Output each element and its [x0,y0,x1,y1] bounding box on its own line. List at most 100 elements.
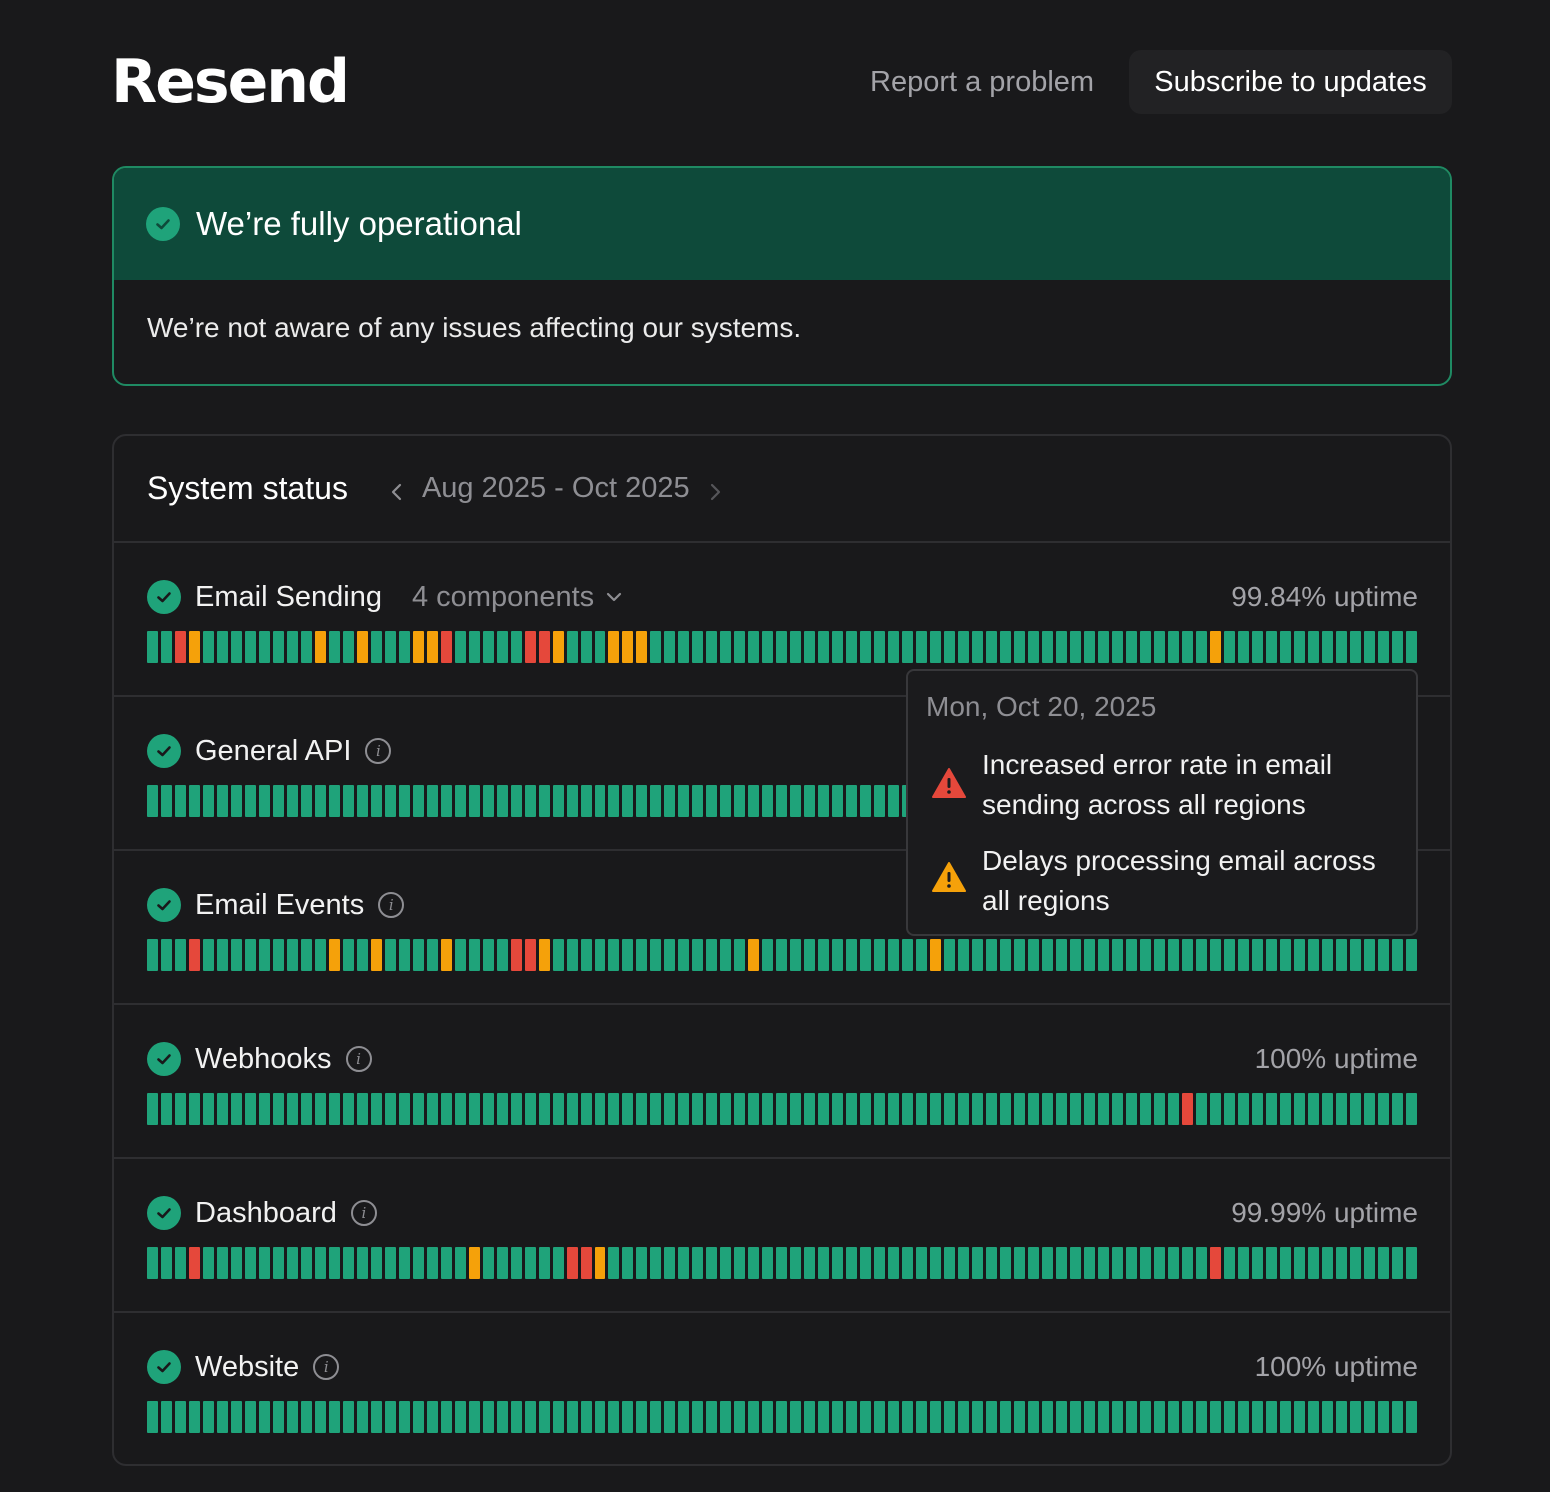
uptime-day-bar[interactable] [328,1247,340,1279]
uptime-day-bar[interactable] [384,1247,396,1279]
uptime-day-bar[interactable] [1055,1247,1067,1279]
uptime-day-bar[interactable] [426,1401,438,1433]
uptime-day-bar[interactable] [622,1093,634,1125]
uptime-day-bar[interactable] [902,631,914,663]
uptime-day-bar[interactable] [216,1401,228,1433]
uptime-day-bar[interactable] [314,939,326,971]
uptime-day-bar[interactable] [636,1093,648,1125]
uptime-day-bar[interactable] [832,631,844,663]
uptime-day-bar[interactable] [1321,939,1333,971]
uptime-day-bar[interactable] [1069,1093,1081,1125]
uptime-day-bar[interactable] [1223,631,1235,663]
uptime-day-bar[interactable] [804,785,816,817]
uptime-day-bar[interactable] [1000,1093,1012,1125]
uptime-day-bar[interactable] [538,939,550,971]
uptime-day-bar[interactable] [468,1247,480,1279]
uptime-day-bar[interactable] [147,785,158,817]
uptime-day-bar[interactable] [244,1093,256,1125]
uptime-day-bar[interactable] [147,1401,158,1433]
uptime-day-bar[interactable] [160,785,172,817]
uptime-day-bar[interactable] [1265,1093,1277,1125]
uptime-day-bar[interactable] [342,939,354,971]
uptime-day-bar[interactable] [720,1093,732,1125]
uptime-day-bar[interactable] [412,785,424,817]
uptime-day-bar[interactable] [608,1401,620,1433]
uptime-day-bar[interactable] [482,1247,494,1279]
uptime-day-bar[interactable] [258,1093,270,1125]
chevron-right-icon[interactable] [704,478,726,500]
uptime-day-bar[interactable] [1195,1401,1207,1433]
uptime-day-bar[interactable] [1223,1401,1235,1433]
uptime-day-bar[interactable] [300,785,312,817]
uptime-day-bar[interactable] [188,1401,200,1433]
uptime-day-bar[interactable] [986,1093,998,1125]
uptime-day-bar[interactable] [1321,1093,1333,1125]
uptime-day-bar[interactable] [230,939,242,971]
uptime-day-bar[interactable] [510,785,522,817]
uptime-day-bar[interactable] [972,939,984,971]
uptime-day-bar[interactable] [580,1247,592,1279]
uptime-day-bar[interactable] [538,785,550,817]
uptime-day-bar[interactable] [818,785,830,817]
uptime-day-bar[interactable] [706,1093,718,1125]
uptime-day-bar[interactable] [1181,1401,1193,1433]
uptime-day-bar[interactable] [706,1247,718,1279]
uptime-day-bar[interactable] [202,785,214,817]
uptime-day-bar[interactable] [482,785,494,817]
uptime-day-bar[interactable] [147,939,158,971]
uptime-day-bar[interactable] [1405,1401,1417,1433]
uptime-day-bar[interactable] [1321,1247,1333,1279]
uptime-day-bar[interactable] [720,1401,732,1433]
uptime-day-bar[interactable] [1237,631,1249,663]
uptime-day-bar[interactable] [762,631,774,663]
uptime-day-bar[interactable] [1083,1247,1095,1279]
uptime-day-bar[interactable] [328,939,340,971]
uptime-day-bar[interactable] [328,1401,340,1433]
uptime-day-bar[interactable] [524,939,536,971]
uptime-day-bar[interactable] [706,785,718,817]
uptime-day-bar[interactable] [930,1093,942,1125]
uptime-day-bar[interactable] [1042,1247,1053,1279]
uptime-day-bar[interactable] [398,939,410,971]
uptime-day-bar[interactable] [188,1247,200,1279]
uptime-day-bar[interactable] [692,1093,704,1125]
uptime-day-bar[interactable] [776,939,788,971]
uptime-day-bar[interactable] [734,631,746,663]
uptime-day-bar[interactable] [1014,631,1026,663]
uptime-day-bar[interactable] [426,1247,438,1279]
uptime-day-bar[interactable] [986,939,998,971]
uptime-day-bar[interactable] [496,1093,508,1125]
uptime-day-bar[interactable] [258,785,270,817]
uptime-day-bar[interactable] [286,1401,298,1433]
uptime-day-bar[interactable] [1042,1093,1053,1125]
uptime-day-bar[interactable] [1279,631,1291,663]
uptime-day-bar[interactable] [1307,631,1319,663]
uptime-day-bar[interactable] [510,1401,522,1433]
uptime-day-bar[interactable] [1055,1093,1067,1125]
uptime-day-bar[interactable] [1042,631,1053,663]
uptime-day-bar[interactable] [860,785,872,817]
uptime-day-bar[interactable] [762,939,774,971]
uptime-day-bar[interactable] [678,1247,690,1279]
uptime-day-bar[interactable] [1265,1401,1277,1433]
uptime-day-bar[interactable] [188,1093,200,1125]
uptime-day-bar[interactable] [356,1093,368,1125]
uptime-day-bar[interactable] [244,1401,256,1433]
uptime-day-bar[interactable] [916,1401,928,1433]
uptime-day-bar[interactable] [1181,1093,1193,1125]
uptime-day-bar[interactable] [356,631,368,663]
uptime-day-bar[interactable] [1293,1093,1305,1125]
uptime-day-bar[interactable] [188,785,200,817]
uptime-day-bar[interactable] [188,939,200,971]
uptime-day-bar[interactable] [594,939,606,971]
uptime-day-bar[interactable] [440,939,452,971]
uptime-day-bar[interactable] [1363,1401,1375,1433]
uptime-day-bar[interactable] [678,1401,690,1433]
uptime-day-bar[interactable] [454,1093,466,1125]
uptime-day-bar[interactable] [1279,1401,1291,1433]
uptime-day-bar[interactable] [244,939,256,971]
uptime-day-bar[interactable] [1391,1401,1403,1433]
uptime-day-bar[interactable] [272,1247,284,1279]
uptime-day-bar[interactable] [160,631,172,663]
uptime-day-bar[interactable] [370,1093,382,1125]
